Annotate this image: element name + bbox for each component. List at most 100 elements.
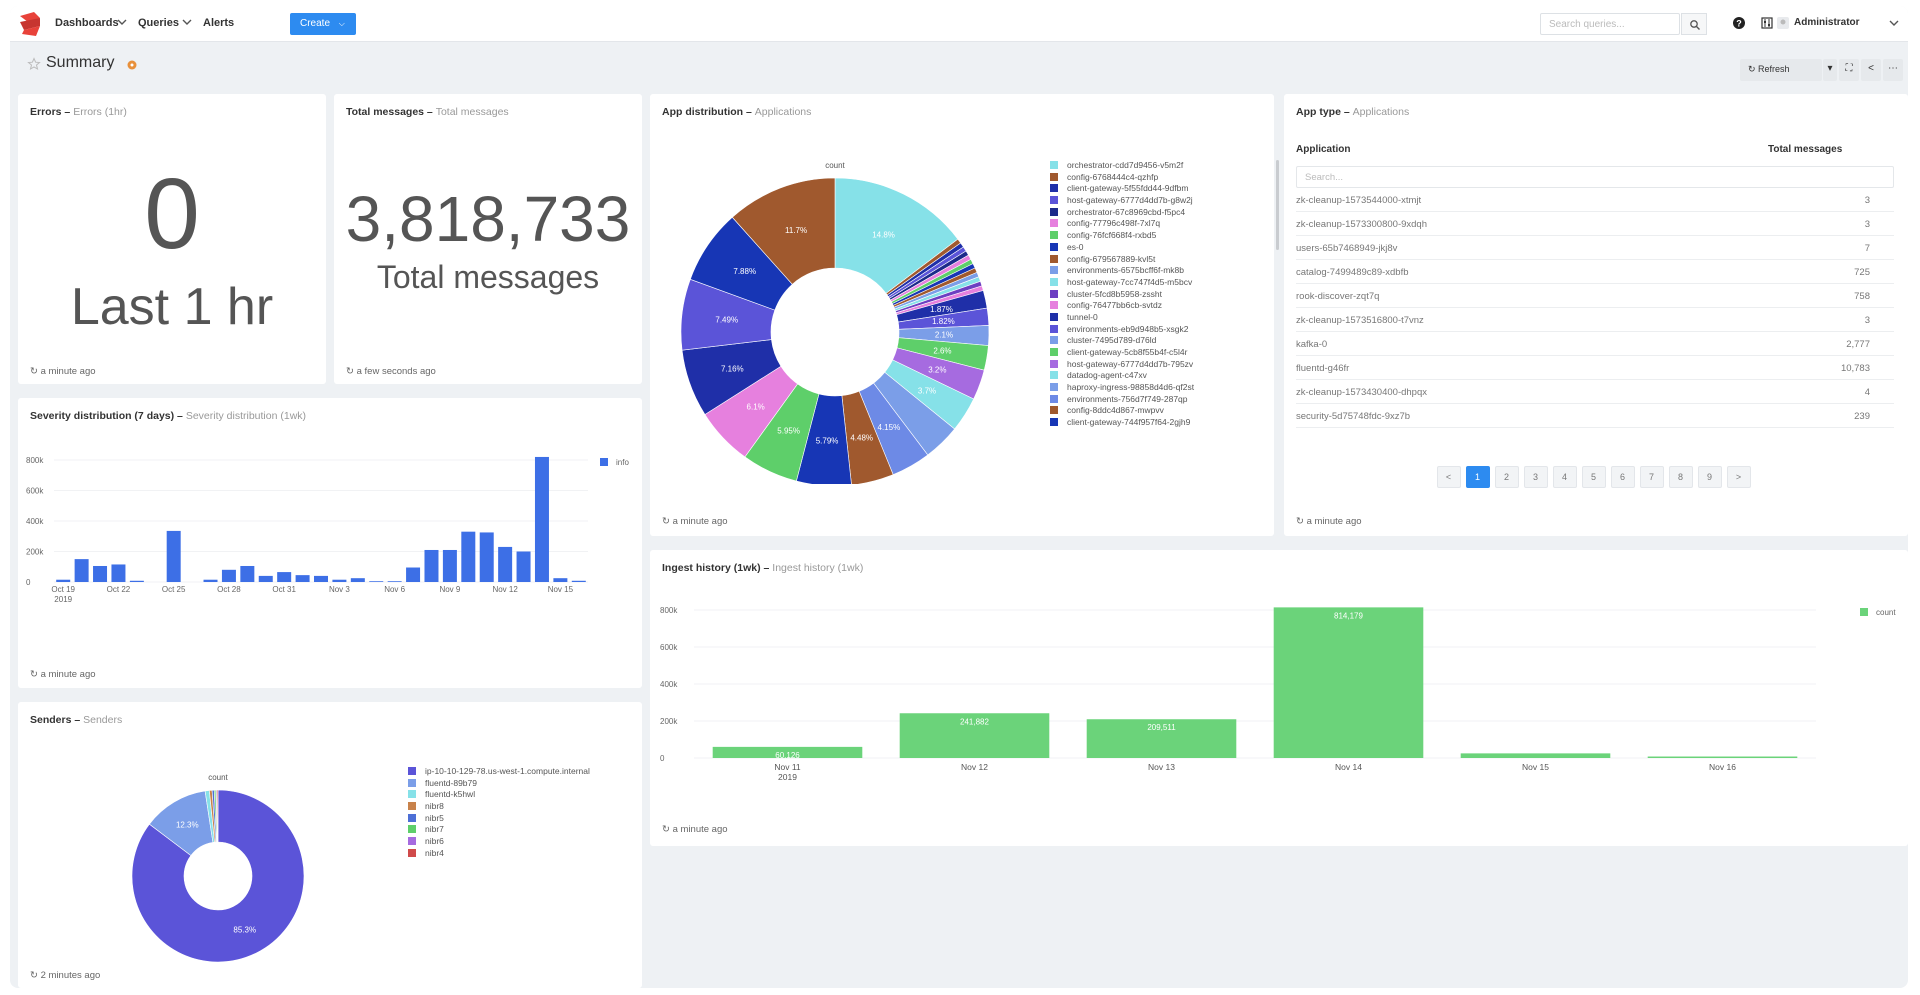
legend-item[interactable]: config-8ddc4d867-mwpvv — [1050, 405, 1194, 417]
legend-item[interactable]: cluster-5fcd8b5958-zssht — [1050, 289, 1194, 301]
legend-item[interactable]: nibr6 — [408, 836, 590, 848]
legend-item[interactable]: client-gateway-5f55fdd44-9dfbm — [1050, 183, 1194, 195]
pagination-page-button[interactable]: 3 — [1523, 466, 1548, 488]
table-row[interactable]: zk-cleanup-1573300800-9xdqh 3 — [1296, 212, 1894, 236]
chart-title: count — [208, 773, 228, 782]
legend-item[interactable]: nibr8 — [408, 801, 590, 813]
legend-item[interactable]: nibr7 — [408, 824, 590, 836]
table-row[interactable]: zk-cleanup-1573516800-t7vnz 3 — [1296, 308, 1894, 332]
legend-item[interactable]: host-gateway-6777d4dd7b-g8w2j — [1050, 195, 1194, 207]
legend-item[interactable]: config-679567889-kvl5t — [1050, 254, 1194, 266]
cell-total-messages: 3 — [1864, 219, 1870, 230]
user-menu[interactable]: Administrator — [1794, 17, 1860, 28]
cell-total-messages: 725 — [1854, 267, 1870, 278]
widget-subtitle: Errors (1hr) — [73, 106, 127, 118]
legend-item[interactable]: host-gateway-6777d4dd7b-795zv — [1050, 359, 1194, 371]
widget-subtitle: Severity distribution (1wk) — [185, 410, 307, 422]
bar — [424, 549, 439, 582]
legend-item[interactable]: orchestrator-67c8969cbd-f5pc4 — [1050, 207, 1194, 219]
create-button[interactable]: Create ⌵ — [290, 13, 356, 35]
legend-swatch — [1050, 324, 1058, 333]
updated-text: a minute ago — [672, 516, 728, 527]
widget-title-text: Ingest history (1wk) — [662, 562, 761, 574]
fullscreen-button[interactable]: ⛶ — [1839, 59, 1859, 81]
data-label: 60,126 — [775, 751, 800, 760]
pagination-page-button[interactable]: 2 — [1494, 466, 1519, 488]
pagination-page-button[interactable]: 1 — [1465, 466, 1490, 488]
table-row[interactable]: zk-cleanup-1573430400-dhpqx 4 — [1296, 380, 1894, 404]
avatar[interactable] — [1776, 16, 1790, 30]
legend-item[interactable]: client-gateway-744f957f64-2gjh9 — [1050, 417, 1194, 429]
legend-item[interactable]: fluentd-k5hwl — [408, 789, 590, 801]
column-header-total-messages[interactable]: Total messages — [1768, 144, 1843, 155]
pagination-page-button[interactable]: 9 — [1697, 466, 1722, 488]
bar — [203, 579, 218, 582]
legend-item[interactable]: environments-756d7f749-287qp — [1050, 394, 1194, 406]
legend-label: es-0 — [1067, 241, 1084, 252]
table-row[interactable]: users-65b7468949-jkj8v 7 — [1296, 236, 1894, 260]
legend-label: environments-6575bcff6f-mk8b — [1067, 265, 1185, 276]
legend-label: config-77796c498f-7xl7q — [1067, 218, 1161, 229]
pagination-next-button[interactable]: > — [1726, 466, 1751, 488]
table-row[interactable]: fluentd-g46fr 10,783 — [1296, 356, 1894, 380]
legend-item[interactable]: client-gateway-5cb8f55b4f-c5l4r — [1050, 347, 1194, 359]
legend-item[interactable]: config-76477bb6cb-svtdz — [1050, 300, 1194, 312]
legend-item[interactable]: nibr4 — [408, 848, 590, 860]
app-logo-icon[interactable] — [16, 10, 44, 38]
legend-item[interactable]: config-6768444c4-qzhfp — [1050, 172, 1194, 184]
chevron-down-icon[interactable] — [1888, 17, 1900, 29]
pagination-page-button[interactable]: 8 — [1668, 466, 1693, 488]
table-row[interactable]: security-5d75748fdc-9xz7b 239 — [1296, 404, 1894, 428]
refresh-button[interactable]: ↻ Refresh — [1740, 59, 1822, 81]
search-button[interactable] — [1681, 13, 1707, 35]
legend-label: haproxy-ingress-98858d4d6-qf2st — [1067, 382, 1195, 393]
legend-item[interactable]: cluster-7495d789-d76ld — [1050, 335, 1194, 347]
pagination-page-button[interactable]: 6 — [1610, 466, 1635, 488]
legend-label: config-8ddc4d867-mwpvv — [1067, 405, 1164, 416]
nav-alerts[interactable]: Alerts — [203, 17, 235, 29]
help-icon[interactable]: ? — [1732, 16, 1746, 30]
legend-item[interactable]: fluentd-89b79 — [408, 778, 590, 790]
cell-total-messages: 7 — [1864, 243, 1870, 254]
legend-item[interactable]: ip-10-10-129-78.us-west-1.compute.intern… — [408, 766, 590, 778]
legend-item[interactable]: config-77796c498f-7xl7q — [1050, 218, 1194, 230]
legend-item[interactable]: environments-eb9d948b5-xsgk2 — [1050, 324, 1194, 336]
legend-item[interactable]: config-76fcf668f4-rxbd5 — [1050, 230, 1194, 242]
search-input[interactable]: Search queries... — [1540, 13, 1680, 35]
legend-item[interactable]: tunnel-0 — [1050, 312, 1194, 324]
refresh-options-button[interactable]: ▾ — [1823, 59, 1837, 81]
bar — [258, 575, 273, 582]
settings-sliders-icon[interactable] — [1760, 16, 1774, 30]
pagination-page-button[interactable]: 5 — [1581, 466, 1606, 488]
pagination-prev-button[interactable]: < — [1436, 466, 1461, 488]
star-icon[interactable] — [27, 57, 41, 71]
chevron-down-icon[interactable] — [116, 16, 128, 28]
legend-item[interactable]: es-0 — [1050, 242, 1194, 254]
cell-total-messages: 2,777 — [1846, 339, 1870, 350]
share-icon: < — [1868, 63, 1874, 74]
legend-item[interactable]: haproxy-ingress-98858d4d6-qf2st — [1050, 382, 1194, 394]
legend-item[interactable]: environments-6575bcff6f-mk8b — [1050, 265, 1194, 277]
legend-scrollbar[interactable] — [1276, 160, 1279, 250]
nav-queries[interactable]: Queries — [138, 17, 179, 29]
legend-item[interactable]: nibr5 — [408, 813, 590, 825]
more-options-button[interactable]: ⋯ — [1883, 59, 1903, 81]
legend-item[interactable]: host-gateway-7cc747f4d5-m5bcv — [1050, 277, 1194, 289]
widget-title: App type – Applications — [1296, 106, 1410, 118]
share-button[interactable]: < — [1861, 59, 1881, 81]
column-header-application[interactable]: Application — [1296, 144, 1351, 155]
legend-item[interactable]: datadog-agent-c47xv — [1050, 370, 1194, 382]
legend-item[interactable]: orchestrator-cdd7d9456-v5m2f — [1050, 160, 1194, 172]
widget-subtitle: Senders — [83, 714, 123, 726]
pagination-page-button[interactable]: 4 — [1552, 466, 1577, 488]
table-row[interactable]: catalog-7499489c89-xdbfb 725 — [1296, 260, 1894, 284]
widget-title: Ingest history (1wk) – Ingest history (1… — [662, 562, 864, 574]
chevron-down-icon[interactable] — [181, 16, 193, 28]
table-search-input[interactable]: Search... — [1296, 166, 1894, 188]
pagination-page-button[interactable]: 7 — [1639, 466, 1664, 488]
table-row[interactable]: zk-cleanup-1573544000-xtmjt 3 — [1296, 188, 1894, 212]
table-row[interactable]: rook-discover-zqt7q 758 — [1296, 284, 1894, 308]
widget-subtitle: Applications — [1352, 106, 1410, 118]
nav-dashboards[interactable]: Dashboards — [55, 17, 119, 29]
table-row[interactable]: kafka-0 2,777 — [1296, 332, 1894, 356]
